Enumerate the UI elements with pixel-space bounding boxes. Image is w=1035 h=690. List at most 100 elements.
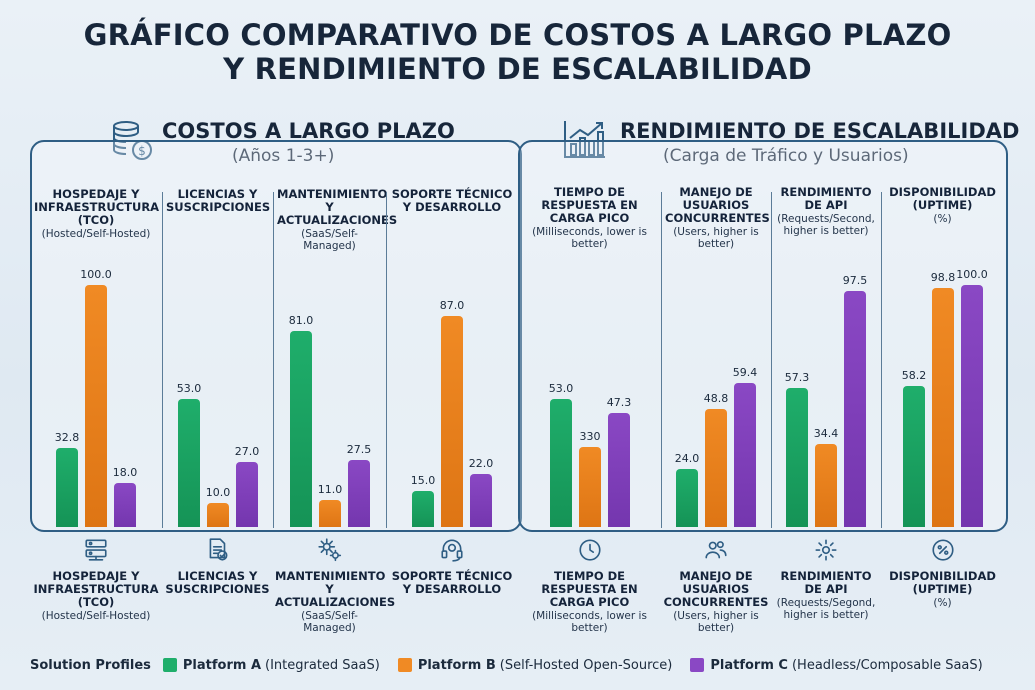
bar-value-label: 57.3 [784, 371, 810, 384]
category-divider [661, 192, 662, 528]
bar-value-label: 81.0 [288, 314, 314, 327]
bar-platform-b [441, 316, 463, 527]
bar-platform-a [550, 399, 572, 527]
category-divider [162, 192, 163, 528]
category-divider [273, 192, 274, 528]
category-subtitle: (Users, higher is better) [673, 226, 759, 250]
bar-platform-c [844, 291, 866, 527]
category-bottom-title: LICENCIAS Y SUSCRIPCIONES [165, 569, 270, 596]
legend-swatch-c [690, 658, 705, 672]
users-icon [703, 537, 729, 563]
legend-title: Solution Profiles [30, 657, 151, 673]
bar-platform-b [705, 409, 727, 527]
bar-platform-c [734, 383, 756, 527]
percent-icon [930, 537, 956, 563]
category-divider [386, 192, 387, 528]
category-bottom-subtitle: (Hosted/Self-Hosted) [41, 610, 151, 622]
right-section-subheading: (Carga de Tráfico y Usuarios) [663, 146, 909, 166]
bar-platform-b [579, 447, 601, 527]
category-bottom-title: DISPONIBILIDAD (UPTIME) [889, 569, 996, 596]
growth-chart-icon [562, 118, 608, 160]
bar-platform-a [412, 491, 434, 527]
bar-platform-c [114, 483, 136, 527]
gears-icon [317, 537, 343, 563]
bar-value-label: 22.0 [468, 457, 494, 470]
right-section-heading: RENDIMIENTO DE ESCALABILIDAD [620, 119, 1020, 143]
clock-icon [577, 537, 603, 563]
category-bottom-subtitle: (SaaS/Self-Managed) [301, 610, 358, 634]
category-bottom-subtitle: (%) [933, 597, 952, 609]
server-icon [83, 537, 109, 563]
bar-value-label: 27.0 [234, 445, 260, 458]
bar-platform-b [319, 500, 341, 527]
bar-value-label: 15.0 [410, 474, 436, 487]
bar-platform-a [786, 388, 808, 527]
legend-desc-a: (Integrated SaaS) [265, 657, 380, 673]
legend-name-b: Platform B [417, 657, 496, 673]
headset-icon [439, 537, 465, 563]
category-subtitle: (SaaS/Self-Managed) [301, 228, 358, 252]
bar-platform-b [932, 288, 954, 527]
bar-platform-a [903, 386, 925, 527]
legend-swatch-a [162, 658, 177, 672]
bar-value-label: 27.5 [346, 443, 372, 456]
category-title: RENDIMIENTO DE API [780, 185, 872, 212]
bar-value-label: 32.8 [54, 431, 80, 444]
left-section-subheading: (Años 1-3+) [232, 146, 335, 166]
category-bottom-title: TIEMPO DE RESPUESTA EN CARGA PICO [541, 569, 638, 609]
legend-desc-c: (Headless/Composable SaaS) [791, 657, 983, 673]
legend-swatch-b [397, 658, 412, 672]
bar-value-label: 98.8 [930, 271, 956, 284]
costs-panel [30, 140, 522, 532]
bar-platform-c [348, 460, 370, 527]
bar-value-label: 53.0 [548, 382, 574, 395]
bar-value-label: 34.4 [813, 427, 839, 440]
bar-value-label: 10.0 [205, 486, 231, 499]
title-line-2: Y RENDIMIENTO DE ESCALABILIDAD [223, 52, 812, 86]
category-bottom-subtitle: (Requests/Segond, higher is better) [776, 597, 876, 621]
bar-platform-b [85, 285, 107, 527]
title-line-1: GRÁFICO COMPARATIVO DE COSTOS A LARGO PL… [83, 18, 952, 52]
bar-platform-a [676, 469, 698, 527]
bar-platform-a [290, 331, 312, 527]
bar-value-label: 53.0 [176, 382, 202, 395]
bar-value-label: 58.2 [901, 369, 927, 382]
bar-value-label: 47.3 [606, 396, 632, 409]
category-bottom-title: SOPORTE TÉCNICO Y DESARROLLO [391, 569, 513, 596]
category-bottom-subtitle: (Users, higher is better) [673, 610, 759, 634]
category-divider [771, 192, 772, 528]
category-subtitle: (Hosted/Self-Hosted) [41, 228, 151, 240]
bar-platform-c [608, 413, 630, 527]
category-title: LICENCIAS Y SUSCRIPCIONES [166, 187, 271, 214]
legend: Solution Profiles Platform A (Integrated… [30, 651, 983, 679]
category-bottom-title: MANEJO DE USUARIOS CONCURRENTES [663, 569, 769, 609]
category-subtitle: (%) [933, 213, 952, 225]
category-title: MANTENIMIENTO Y ACTUALIZACIONES [277, 187, 398, 227]
legend-name-c: Platform C [710, 657, 788, 673]
bar-value-label: 11.0 [317, 483, 343, 496]
category-bottom-title: HOSPEDAJE Y INFRAESTRUCTURA (TCO) [33, 569, 159, 609]
category-bottom-title: RENDIMIENTO DE API [780, 569, 872, 596]
bar-value-label: 59.4 [732, 366, 758, 379]
bar-value-label: 24.0 [674, 452, 700, 465]
bar-platform-c [470, 474, 492, 527]
bar-platform-a [56, 448, 78, 527]
category-title: TIEMPO DE RESPUESTA EN CARGA PICO [541, 185, 638, 225]
chart-title: GRÁFICO COMPARATIVO DE COSTOS A LARGO PL… [0, 18, 1035, 86]
bar-value-label: 97.5 [842, 274, 868, 287]
bar-value-label: 18.0 [112, 466, 138, 479]
bar-platform-b [815, 444, 837, 527]
category-bottom-subtitle: (Milliseconds, lower is better) [532, 610, 647, 634]
category-title: DISPONIBILIDAD (UPTIME) [889, 185, 996, 212]
category-title: MANEJO DE USUARIOS CONCURRENTES [665, 185, 770, 225]
category-bottom-title: MANTENIMIENTO Y ACTUALIZACIONES [275, 569, 396, 609]
bar-value-label: 100.0 [80, 268, 112, 281]
category-divider [881, 192, 882, 528]
category-subtitle: (Milliseconds, lower is better) [532, 226, 647, 250]
bar-value-label: 48.8 [703, 392, 729, 405]
svg-text:$: $ [138, 144, 146, 158]
api-gear-icon [813, 537, 839, 563]
document-check-icon [205, 537, 231, 563]
bar-platform-c [236, 462, 258, 527]
legend-name-a: Platform A [182, 657, 262, 673]
